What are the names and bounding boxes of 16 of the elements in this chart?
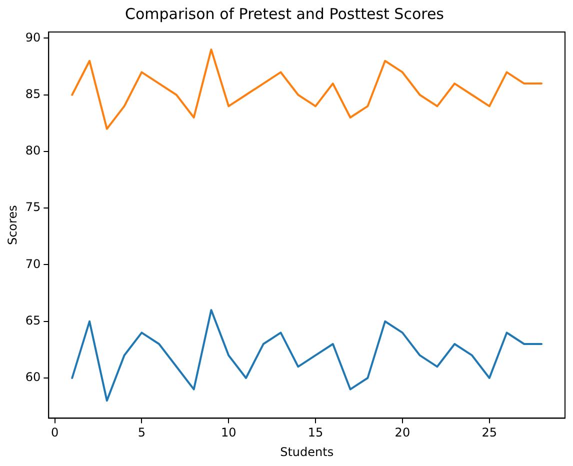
x-tick-label: 5: [138, 426, 146, 440]
y-tick-label: 85: [25, 86, 41, 101]
x-tick-label: 20: [394, 426, 410, 440]
y-tick-label: 90: [25, 30, 41, 44]
chart-title: Comparison of Pretest and Posttest Scores: [125, 4, 444, 23]
y-tick-label: 65: [25, 313, 41, 328]
x-tick-label: 10: [220, 426, 236, 440]
x-tick-label: 25: [482, 426, 498, 440]
y-tick-label: 70: [25, 256, 41, 271]
x-tick-label: 0: [50, 426, 59, 440]
y-tick-label: 60: [25, 370, 41, 384]
y-tick-label: 80: [25, 144, 41, 158]
y-tick-label: 75: [25, 200, 41, 214]
x-axis-title: Students: [280, 444, 334, 459]
x-tick-label: 15: [308, 426, 324, 440]
y-axis-title: Scores: [5, 205, 20, 246]
